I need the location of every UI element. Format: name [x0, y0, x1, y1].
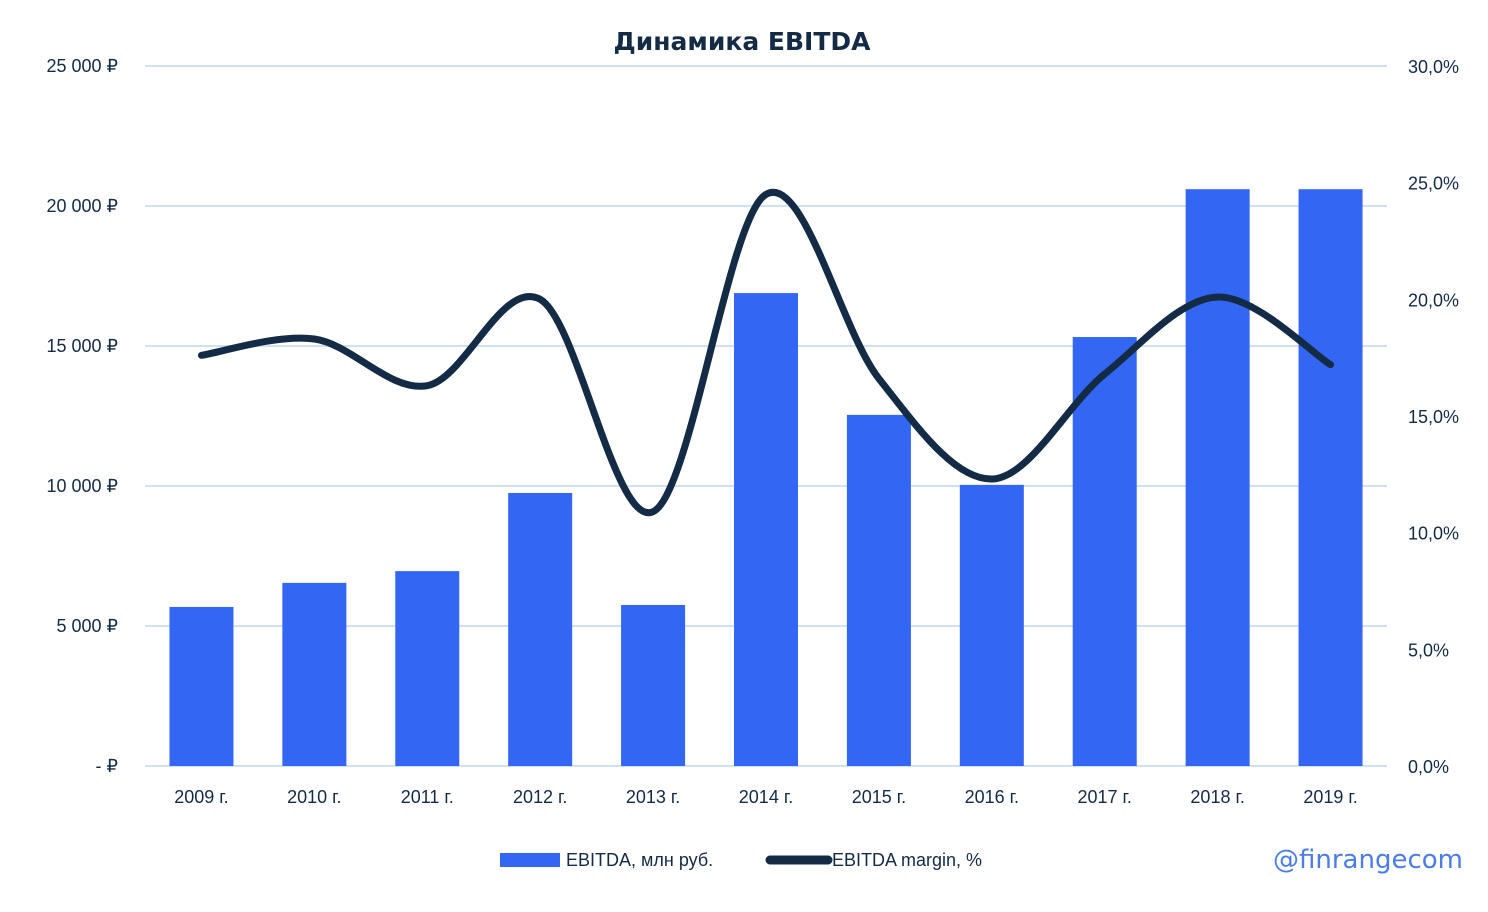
y-right-tick-label: 20,0% — [1408, 290, 1459, 310]
bar-2012 — [508, 493, 573, 766]
bar-series — [169, 189, 1363, 766]
bar-2014 — [734, 293, 798, 766]
bar-2018 — [1185, 189, 1250, 766]
bar-2019 — [1298, 189, 1363, 766]
y-right-tick-label: 15,0% — [1408, 407, 1459, 427]
legend: EBITDA, млн руб. EBITDA margin, % — [500, 850, 982, 870]
legend-swatch-ebitda — [500, 853, 560, 867]
y-right-tick-label: 30,0% — [1408, 57, 1459, 77]
y-left-tick-label: 15 000 ₽ — [46, 336, 118, 356]
x-tick-label: 2012 г. — [513, 787, 567, 807]
bar-2009 — [169, 606, 234, 766]
x-axis: 2009 г. 2010 г. 2011 г. 2012 г. 2013 г. 2014 … — [174, 787, 1358, 807]
x-tick-label: 2009 г. — [174, 787, 228, 807]
y-right-tick-label: 25,0% — [1408, 174, 1459, 194]
y-left-tick-label: 20 000 ₽ — [46, 196, 118, 216]
chart-title: Динамика EBITDA — [613, 27, 871, 56]
y-right-tick-label: 10,0% — [1408, 524, 1459, 544]
bar-2011 — [395, 571, 460, 766]
legend-label-margin: EBITDA margin, % — [832, 850, 982, 870]
line-series — [197, 188, 1335, 517]
y-axis-right: 0,0% 5,0% 10,0% 15,0% 20,0% 25,0% 30,0% — [1408, 57, 1459, 777]
bar-2010 — [282, 582, 347, 766]
legend-label-ebitda: EBITDA, млн руб. — [566, 850, 713, 870]
y-left-tick-label: 10 000 ₽ — [46, 476, 118, 496]
y-left-tick-label: 25 000 ₽ — [46, 56, 118, 76]
bar-2017 — [1072, 337, 1137, 766]
x-tick-label: 2011 г. — [401, 787, 454, 807]
x-tick-label: 2014 г. — [739, 787, 793, 807]
bar-2016 — [959, 484, 1024, 766]
bar-2013 — [621, 605, 686, 766]
x-tick-label: 2013 г. — [626, 787, 680, 807]
y-right-tick-label: 0,0% — [1408, 757, 1449, 777]
x-tick-label: 2019 г. — [1303, 787, 1357, 807]
y-left-tick-label: 5 000 ₽ — [57, 616, 119, 636]
watermark: @finrangecom — [1273, 845, 1463, 875]
y-left-tick-label: - ₽ — [96, 756, 118, 776]
x-tick-label: 2010 г. — [287, 787, 341, 807]
x-tick-label: 2017 г. — [1078, 787, 1132, 807]
y-axis-left: - ₽ 5 000 ₽ 10 000 ₽ 15 000 ₽ 20 000 ₽ 25 000… — [46, 56, 118, 776]
y-right-tick-label: 5,0% — [1408, 640, 1449, 660]
x-tick-label: 2015 г. — [852, 787, 906, 807]
margin-line — [197, 188, 1335, 517]
x-tick-label: 2016 г. — [965, 787, 1019, 807]
bar-2015 — [846, 414, 911, 766]
x-tick-label: 2018 г. — [1190, 787, 1244, 807]
